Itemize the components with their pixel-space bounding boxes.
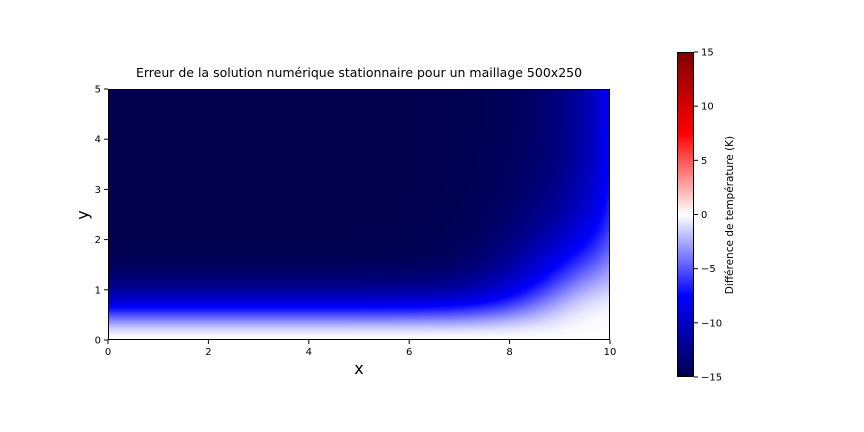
x-tick-label: 8 [506,347,512,358]
x-axis-ticks: 0 2 4 6 8 10 [105,340,617,358]
colorbar-tick-label: −15 [701,373,722,384]
colorbar-tick-label: −10 [701,318,722,329]
x-axis-label: x [354,359,363,378]
colorbar-tick-label: 0 [701,210,707,221]
plot-frame [108,89,610,340]
x-tick-label: 2 [205,347,211,358]
y-axis-label: y [73,210,92,219]
y-tick-label: 4 [95,135,101,146]
colorbar-label: Différence de température (K) [724,136,736,294]
colorbar-gradient [677,52,694,377]
colorbar: −15 −10 −5 0 5 10 15 Différence de température… [677,48,736,384]
y-axis-ticks: 0 1 2 3 4 5 [95,85,108,347]
y-tick-label: 2 [95,235,101,246]
x-tick-label: 4 [306,347,312,358]
colorbar-ticks: −15 −10 −5 0 5 10 15 [694,48,722,384]
y-tick-label: 5 [95,85,101,96]
colorbar-tick-label: 15 [701,48,714,59]
colorbar-tick-label: 5 [701,156,707,167]
x-tick-label: 10 [604,347,617,358]
colorbar-tick-label: −5 [701,264,716,275]
heatmap-image [108,89,610,340]
chart-title: Erreur de la solution numérique stationn… [136,65,582,80]
colorbar-tick-label: 10 [701,102,714,113]
y-tick-label: 1 [95,285,101,296]
colorbar-frame [677,52,694,377]
y-tick-label: 0 [95,336,101,347]
y-tick-label: 3 [95,185,101,196]
heatmap-plot-area [108,89,610,340]
x-tick-label: 0 [105,347,111,358]
x-tick-label: 6 [406,347,412,358]
